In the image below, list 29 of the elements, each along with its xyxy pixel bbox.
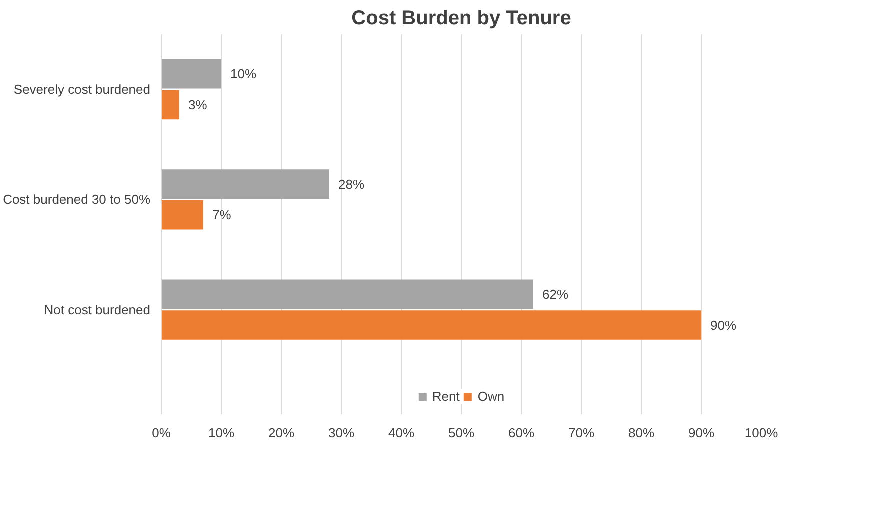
data-label: 7% xyxy=(212,208,232,223)
data-label: 62% xyxy=(542,286,569,302)
y-tick-label: Severely cost burdened xyxy=(14,82,151,98)
x-tick-label: 50% xyxy=(448,426,475,440)
x-tick-label: 0% xyxy=(152,426,172,440)
chart-title: Cost Burden by Tenure xyxy=(352,8,572,30)
x-tick-label: 90% xyxy=(688,426,715,440)
x-tick-label: 20% xyxy=(268,426,295,440)
x-tick-label: 30% xyxy=(328,426,355,440)
data-label: 90% xyxy=(710,318,737,333)
x-tick-label: 60% xyxy=(508,426,535,440)
bar xyxy=(162,60,222,89)
data-label: 28% xyxy=(338,176,365,192)
x-tick-label: 80% xyxy=(628,426,655,440)
legend-label: Rent xyxy=(432,389,460,404)
x-tick-label: 10% xyxy=(208,426,235,440)
legend-label: Own xyxy=(478,389,505,404)
bar xyxy=(162,200,204,230)
bar xyxy=(162,310,702,340)
x-tick-label: 40% xyxy=(388,426,415,440)
bar xyxy=(162,280,534,310)
y-tick-label: Cost burdened 30 to 50% xyxy=(3,192,151,208)
y-tick-label: Not cost burdened xyxy=(44,302,150,318)
data-label: 3% xyxy=(188,97,208,112)
x-tick-label: 100% xyxy=(744,426,779,440)
data-label: 10% xyxy=(230,66,257,82)
bar xyxy=(162,90,180,120)
x-tick-label: 70% xyxy=(568,426,595,440)
bar xyxy=(162,170,330,199)
